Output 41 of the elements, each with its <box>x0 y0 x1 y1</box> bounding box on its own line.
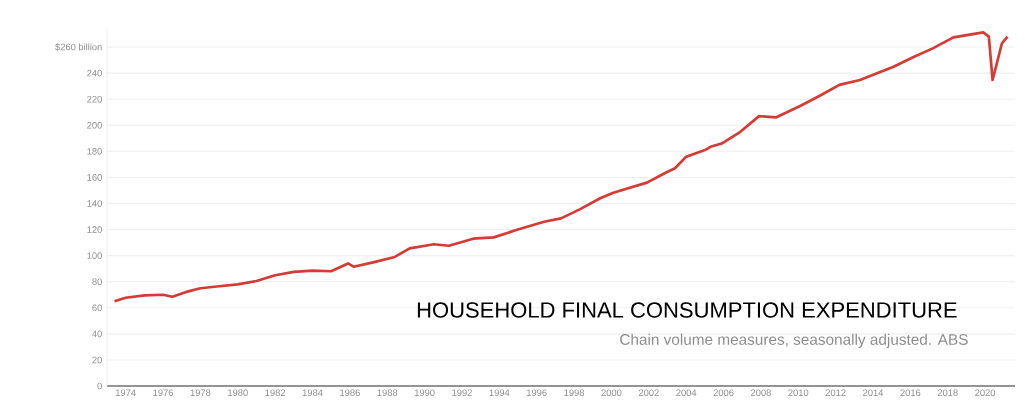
y-tick-label: 240 <box>87 69 102 77</box>
x-tick-label: 1992 <box>452 389 472 396</box>
x-tick-label: 1986 <box>340 389 360 396</box>
x-tick-label: 1984 <box>302 389 323 396</box>
y-tick-label: 0 <box>97 382 102 390</box>
x-tick-label: 1988 <box>377 389 398 396</box>
x-tick-label: 2002 <box>638 389 659 396</box>
y-tick-label: 40 <box>92 330 102 338</box>
x-tick-label: 2016 <box>900 389 921 396</box>
y-tick-label: 200 <box>87 121 102 129</box>
x-tick-label: 2020 <box>975 389 996 396</box>
x-tick-label: 1996 <box>527 389 547 396</box>
x-tick-label: 1976 <box>153 389 174 396</box>
x-tick-label: 1980 <box>228 389 248 396</box>
text: HOUSEHOLD FINAL CONSUMPTION EXPENDITURE <box>417 302 957 318</box>
y-tick-label: 100 <box>87 252 102 259</box>
x-tick-label: 1974 <box>116 389 136 396</box>
x-tick-label: 2014 <box>863 389 884 396</box>
x-tick-label: 2004 <box>676 389 697 396</box>
y-tick-label: 60 <box>92 304 102 312</box>
x-tick-label: 2006 <box>713 389 734 396</box>
y-tick-label: 160 <box>87 174 102 181</box>
line-series <box>113 30 1009 303</box>
x-tick-label: 2000 <box>601 389 622 396</box>
x-tick-label: 1990 <box>414 389 435 396</box>
y-tick-label: 80 <box>92 278 102 285</box>
x-tick-label: 1982 <box>265 389 286 396</box>
x-tick-label: 2008 <box>750 389 771 396</box>
y-tick-label: 180 <box>87 148 102 155</box>
text: Chain volume measures, seasonally adjusted. ABS <box>620 333 968 348</box>
x-tick-label: 1978 <box>190 389 211 396</box>
x-tick-label: 1994 <box>489 389 510 396</box>
x-tick-label: 2010 <box>788 389 809 396</box>
x-tick-label: 1998 <box>564 389 585 396</box>
y-tick-label: 20 <box>92 356 102 364</box>
x-tick-label: 2018 <box>937 389 958 396</box>
y-tick-label: $260 billion <box>55 43 102 51</box>
y-tick-label: 140 <box>87 200 102 207</box>
x-tick-label: 2012 <box>825 389 846 396</box>
y-tick-label: 120 <box>87 226 102 233</box>
y-tick-label: 220 <box>87 95 102 103</box>
